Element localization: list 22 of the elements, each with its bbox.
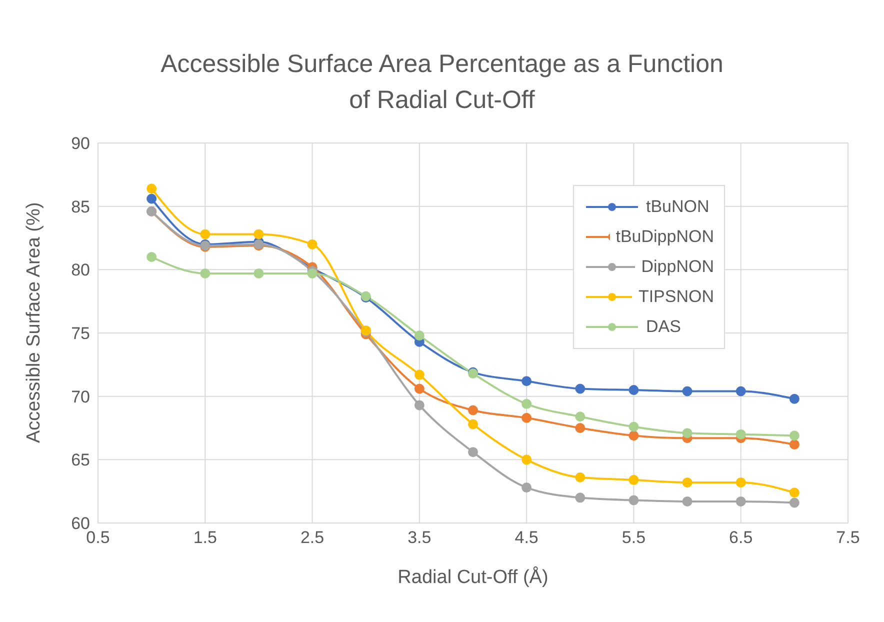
legend-label: TIPSNON bbox=[638, 286, 714, 308]
chart-title: Accessible Surface Area Percentage as a Function of Radial Cut-Off bbox=[160, 49, 724, 116]
y-tick-label: 80 bbox=[71, 260, 90, 280]
y-axis-title: Accessible Surface Area (%) bbox=[24, 202, 45, 443]
x-tick-label: 1.5 bbox=[193, 528, 217, 548]
legend-label: tBuDippNON bbox=[616, 226, 714, 248]
x-tick-label: 0.5 bbox=[86, 528, 110, 548]
legend-label: tBuNON bbox=[646, 196, 710, 218]
y-tick-label: 65 bbox=[71, 450, 90, 470]
x-tick-label: 6.5 bbox=[729, 528, 753, 548]
x-tick-label: 4.5 bbox=[514, 528, 538, 548]
x-tick-label: 3.5 bbox=[408, 528, 432, 548]
y-tick-label: 90 bbox=[71, 134, 90, 154]
legend-label: DippNON bbox=[641, 256, 714, 278]
y-tick-label: 85 bbox=[71, 197, 90, 216]
y-tick-label: 75 bbox=[71, 324, 90, 344]
legend-label: DAS bbox=[646, 316, 681, 338]
x-tick-label: 2.5 bbox=[300, 528, 324, 548]
y-tick-label: 70 bbox=[71, 387, 90, 406]
x-axis-title: Radial Cut-Off (Å) bbox=[398, 566, 548, 588]
x-tick-label: 5.5 bbox=[622, 528, 646, 548]
x-tick-label: 7.5 bbox=[836, 528, 860, 548]
